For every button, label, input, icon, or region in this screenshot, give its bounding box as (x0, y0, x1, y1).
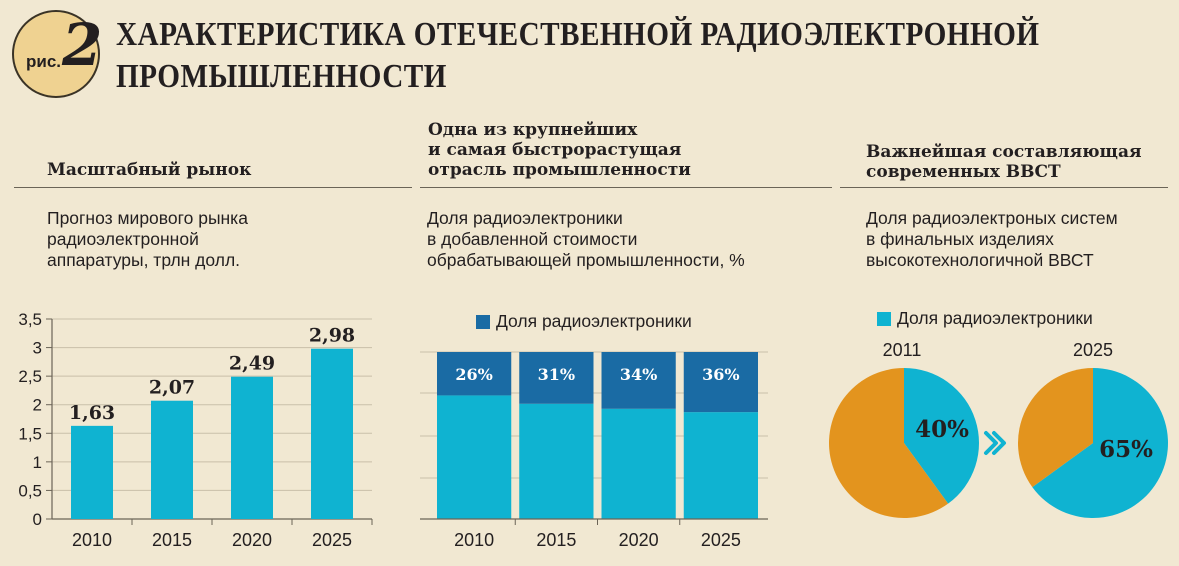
vvst-heading: Важнейшая составляющая современных ВВСТ (866, 142, 1142, 182)
share-x-label: 2020 (619, 530, 659, 550)
market-description: Прогноз мирового рынка радиоэлектронной … (47, 208, 248, 271)
title-line-1: ХАРАКТЕРИСТИКА ОТЕЧЕСТВЕННОЙ РАДИОЭЛЕКТР… (116, 16, 1040, 53)
market-ytick-label: 1,5 (18, 424, 42, 443)
market-ytick-label: 2,5 (18, 367, 42, 386)
share-bar-rest (683, 412, 758, 519)
market-x-label: 2020 (232, 530, 272, 550)
vvst-desc-line: Доля радиоэлектроных систем (866, 208, 1118, 228)
market-ytick-label: 0,5 (18, 481, 42, 500)
vvst-desc-line: высокотехнологичной ВВСТ (866, 250, 1094, 270)
market-bar-value: 2,98 (309, 325, 355, 347)
market-bar-value: 2,49 (229, 353, 275, 375)
market-ytick-label: 0 (33, 510, 42, 529)
market-ytick-label: 3,5 (18, 310, 42, 329)
market-ytick-label: 1 (33, 453, 42, 472)
share-legend: Доля радиоэлектроники (476, 311, 692, 332)
share-x-label: 2010 (454, 530, 494, 550)
pie-slice-electronics (904, 368, 980, 504)
market-desc-line: Прогноз мирового рынка (47, 208, 248, 228)
vvst-legend: Доля радиоэлектроники (877, 308, 1093, 329)
market-bar-value: 2,07 (149, 377, 195, 399)
divider-vvst (840, 187, 1168, 188)
share-desc-line: обрабатывающей промышленности, % (427, 250, 745, 270)
chevron-right-icon (984, 431, 998, 455)
pie-value-label: 40% (915, 416, 969, 443)
share-bar-electronics (683, 352, 758, 413)
share-bar-label: 34% (620, 365, 657, 384)
market-ytick-label: 2 (33, 396, 42, 415)
share-desc-line: в добавленной стоимости (427, 229, 638, 249)
share-bar-rest (601, 408, 676, 519)
share-x-label: 2015 (536, 530, 576, 550)
market-bar (231, 376, 273, 519)
divider-share (420, 187, 832, 188)
share-bar-electronics (601, 352, 676, 409)
vvst-legend-label: Доля радиоэлектроники (897, 308, 1093, 328)
page-title: ХАРАКТЕРИСТИКА ОТЕЧЕСТВЕННОЙ РАДИОЭЛЕКТР… (116, 14, 1040, 98)
share-bar-label: 31% (538, 365, 575, 384)
share-bar-rest (519, 403, 594, 519)
share-description: Доля радиоэлектроники в добавленной стои… (427, 208, 745, 271)
market-bar (71, 425, 113, 519)
chevron-right-icon (992, 431, 1006, 455)
share-heading-line-2: и самая быстрорастущая (428, 140, 682, 160)
pie-year-label: 2025 (1073, 340, 1113, 360)
divider-market (14, 187, 412, 188)
market-bar-value: 1,63 (69, 402, 115, 424)
pie-value-label: 65% (1099, 436, 1153, 463)
share-bar-label: 36% (702, 365, 739, 384)
market-heading: Масштабный рынок (47, 160, 252, 180)
pie-slice-other (829, 368, 949, 518)
vvst-heading-line-1: Важнейшая составляющая (866, 142, 1142, 162)
market-ytick-label: 3 (33, 339, 42, 358)
figure-badge: рис. 2 (12, 10, 103, 98)
market-desc-line: аппаратуры, трлн долл. (47, 250, 241, 270)
share-legend-label: Доля радиоэлектроники (496, 311, 692, 331)
share-bar-rest (437, 395, 512, 519)
vvst-description: Доля радиоэлектроных систем в финальных … (866, 208, 1118, 271)
figure-prefix: рис. (26, 52, 62, 71)
legend-swatch-light-blue (877, 311, 891, 326)
share-bar-electronics (519, 352, 594, 404)
pie-slice-other (1018, 368, 1093, 488)
market-x-label: 2010 (72, 530, 112, 550)
vvst-desc-line: в финальных изделиях (866, 229, 1054, 249)
market-bar (311, 348, 353, 519)
share-bar-label: 26% (455, 365, 492, 384)
pie-slice-electronics (1032, 368, 1169, 519)
share-heading-line-1: Одна из крупнейших (428, 120, 638, 140)
market-desc-line: радиоэлектронной (47, 229, 199, 249)
share-x-label: 2025 (701, 530, 741, 550)
market-x-label: 2015 (152, 530, 192, 550)
market-bar (151, 400, 193, 519)
market-x-label: 2025 (312, 530, 352, 550)
legend-swatch-dark-blue (476, 314, 490, 329)
figure-number: 2 (62, 11, 103, 79)
share-heading: Одна из крупнейших и самая быстрорастуща… (428, 120, 691, 180)
vvst-heading-line-2: современных ВВСТ (866, 162, 1061, 182)
share-heading-line-3: отрасль промышленности (428, 160, 691, 180)
pie-year-label: 2011 (883, 340, 922, 360)
share-desc-line: Доля радиоэлектроники (427, 208, 623, 228)
title-line-2: ПРОМЫШЛЕННОСТИ (116, 58, 447, 95)
share-bar-electronics (437, 352, 512, 396)
